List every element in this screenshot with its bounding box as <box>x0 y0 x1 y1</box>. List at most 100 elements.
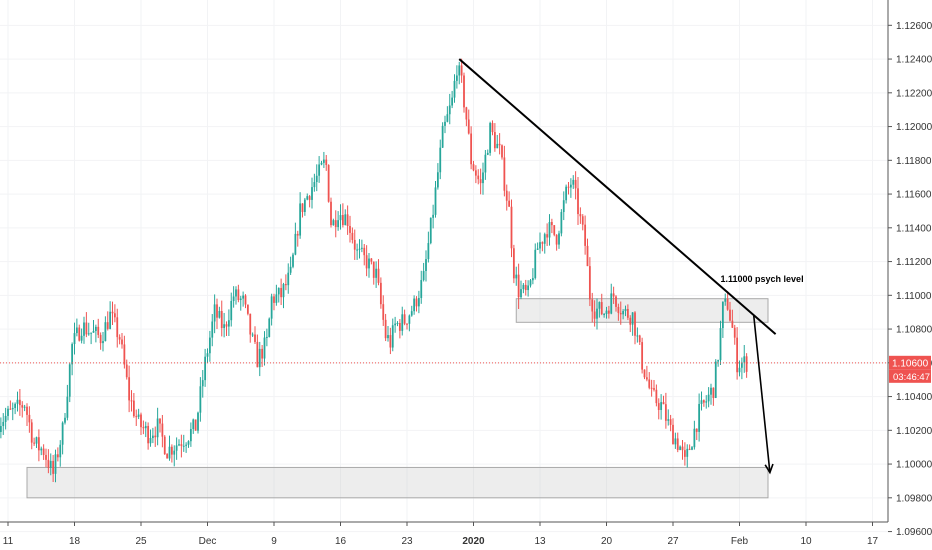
candle-body <box>510 206 513 249</box>
forecast-arrow-shaft <box>752 315 771 473</box>
candle-body <box>441 125 444 148</box>
candle-body <box>729 309 731 321</box>
candle-body <box>73 333 76 345</box>
candle-body <box>261 348 264 359</box>
candle-body <box>372 261 375 278</box>
candle-body <box>472 164 475 171</box>
candle-body <box>239 298 242 301</box>
candle-body <box>175 445 178 451</box>
candle-body <box>140 414 142 428</box>
candle-body <box>529 280 532 286</box>
candle-body <box>121 339 123 345</box>
candle-body <box>396 322 399 324</box>
candle-body <box>700 400 703 404</box>
candle-body <box>733 327 736 338</box>
candle-body <box>116 317 119 338</box>
y-tick-label: 1.12200 <box>896 88 932 99</box>
candle-body <box>325 159 328 166</box>
candle-body <box>406 323 408 325</box>
x-tick-label: 27 <box>667 536 679 547</box>
candle-body <box>166 454 169 459</box>
candle-body <box>517 274 520 298</box>
candle-body <box>534 249 537 279</box>
candle-body <box>429 217 432 244</box>
candle-body <box>180 444 183 446</box>
candle-body <box>149 438 152 444</box>
x-tick-label: 18 <box>69 536 81 547</box>
candle-body <box>626 308 629 318</box>
candle-body <box>467 119 470 134</box>
y-tick-label: 1.10400 <box>896 392 932 403</box>
candle-body <box>579 214 582 217</box>
candle-body <box>106 322 109 329</box>
candle-body <box>301 203 304 212</box>
candle-body <box>94 326 97 331</box>
candle-body <box>657 403 660 411</box>
candle-body <box>313 182 316 188</box>
candle-body <box>303 199 306 212</box>
candle-body <box>434 187 437 215</box>
candle-body <box>629 317 632 325</box>
candle-body <box>232 296 235 302</box>
candle-body <box>154 435 157 438</box>
candle-body <box>607 310 610 314</box>
trend-drawings: 1.11000 psych level <box>0 58 888 475</box>
candle-body <box>332 220 335 226</box>
y-tick-label: 1.12400 <box>896 55 932 66</box>
supply-demand-zones <box>26 298 769 499</box>
candle-body <box>698 403 701 432</box>
candle-body <box>375 268 378 278</box>
candle-body <box>299 203 302 236</box>
candle-body <box>489 123 492 153</box>
candle-body <box>596 308 598 319</box>
candle-body <box>527 285 530 291</box>
candle-body <box>235 289 237 297</box>
candle-body <box>391 325 394 348</box>
candle-body <box>18 399 21 406</box>
candle-body <box>113 313 116 318</box>
candle-body <box>531 278 534 281</box>
candle-body <box>662 402 665 405</box>
candle-body <box>710 387 712 395</box>
candle-body <box>168 446 171 459</box>
candle-body <box>707 394 710 402</box>
candle-body <box>603 313 606 315</box>
candle-body <box>358 248 361 250</box>
candle-body <box>346 214 349 227</box>
candle-body <box>156 418 159 438</box>
candle-body <box>227 320 230 327</box>
candle-body <box>199 386 202 413</box>
y-tick-label: 1.11600 <box>896 190 932 201</box>
candle-body <box>80 335 83 341</box>
y-tick-label: 1.11800 <box>896 156 932 167</box>
candle-body <box>577 188 579 215</box>
candle-body <box>132 400 135 417</box>
candle-body <box>591 299 594 312</box>
candle-body <box>201 380 204 387</box>
candle-body <box>263 337 266 359</box>
candle-body <box>273 296 275 303</box>
candle-body <box>377 268 380 283</box>
candle-body <box>681 446 684 451</box>
candle-body <box>702 400 705 403</box>
candle-body <box>92 330 95 333</box>
candle-body <box>254 334 256 342</box>
candle-body <box>292 254 294 267</box>
x-tick-label: 17 <box>867 536 879 547</box>
candle-body <box>546 234 549 238</box>
candle-body <box>147 425 150 444</box>
candle-body <box>75 327 78 334</box>
candle-body <box>194 419 197 431</box>
candle-body <box>249 313 252 335</box>
candle-body <box>216 304 218 318</box>
price-zone <box>26 466 769 499</box>
candle-body <box>453 80 456 98</box>
candle-body <box>717 360 720 362</box>
candle-body <box>622 310 625 315</box>
x-tick-label: 13 <box>534 536 546 547</box>
candle-body <box>496 143 499 149</box>
candle-body <box>674 438 677 445</box>
candle-body <box>672 424 674 445</box>
candle-body <box>413 298 416 312</box>
